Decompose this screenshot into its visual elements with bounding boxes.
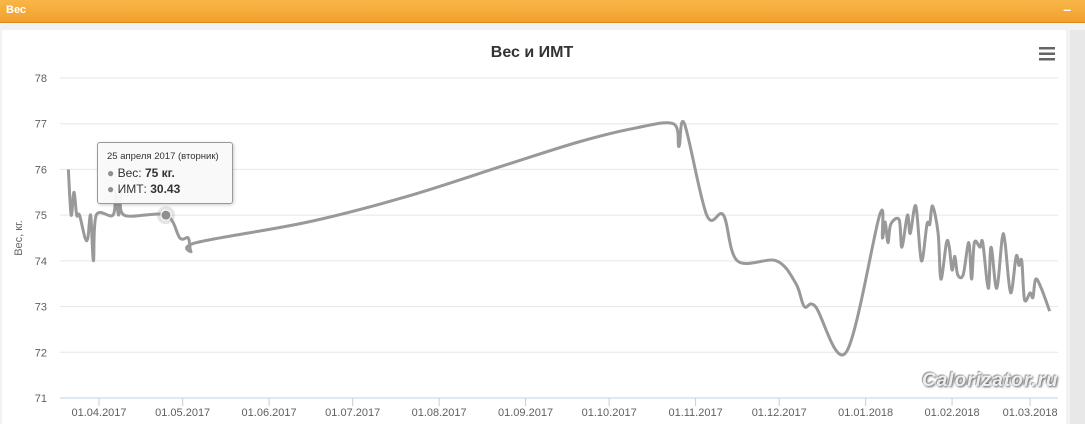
- highlighted-point: [160, 209, 172, 221]
- minimize-button[interactable]: –: [1063, 1, 1071, 17]
- x-tick-label: 01.05.2017: [155, 407, 210, 419]
- x-tick-label: 01.04.2017: [71, 407, 126, 419]
- bmi-value: 30.43: [150, 182, 181, 196]
- y-tick-label: 75: [35, 210, 47, 222]
- x-tick-label: 01.11.2017: [668, 407, 722, 419]
- x-tick-label: 01.09.2017: [498, 407, 553, 419]
- tooltip: 25 апреля 2017 (вторник) ● Вес: 75 кг. ●…: [97, 142, 233, 204]
- weight-value: 75 кг.: [144, 166, 175, 180]
- x-tick-label: 01.02.2018: [925, 407, 980, 419]
- bmi-label: ИМТ:: [117, 182, 151, 196]
- menu-icon[interactable]: [1039, 47, 1055, 61]
- y-tick-label: 71: [35, 393, 47, 405]
- scrollbar[interactable]: [1070, 30, 1085, 424]
- chart-title: Вес и ИМТ: [491, 44, 574, 61]
- y-tick-label: 74: [35, 256, 47, 268]
- panel-title: Вес: [6, 4, 27, 16]
- tooltip-date: 25 апреля 2017 (вторник): [107, 151, 219, 162]
- panel-header: Вес –: [0, 0, 1085, 23]
- x-tick-label: 01.01.2018: [838, 407, 893, 419]
- y-axis-label: Вес, кг.: [13, 220, 25, 256]
- x-tick-label: 01.12.2017: [752, 407, 807, 419]
- x-tick-label: 01.03.2018: [1003, 407, 1058, 419]
- y-tick-label: 77: [35, 119, 47, 131]
- x-tick-label: 01.08.2017: [412, 407, 467, 419]
- y-tick-label: 78: [35, 73, 47, 85]
- x-tick-label: 01.07.2017: [325, 407, 380, 419]
- y-tick-label: 73: [35, 302, 47, 314]
- y-tick-label: 76: [35, 164, 47, 176]
- y-tick-label: 72: [35, 347, 47, 359]
- x-tick-label: 01.06.2017: [242, 407, 297, 419]
- x-tick-label: 01.10.2017: [582, 407, 637, 419]
- weight-label: Вес:: [117, 166, 145, 180]
- tooltip-weight: ● Вес: 75 кг.: [107, 166, 175, 180]
- watermark: Calorizator.ru: [922, 370, 1059, 391]
- tooltip-bmi: ● ИМТ: 30.43: [107, 182, 181, 196]
